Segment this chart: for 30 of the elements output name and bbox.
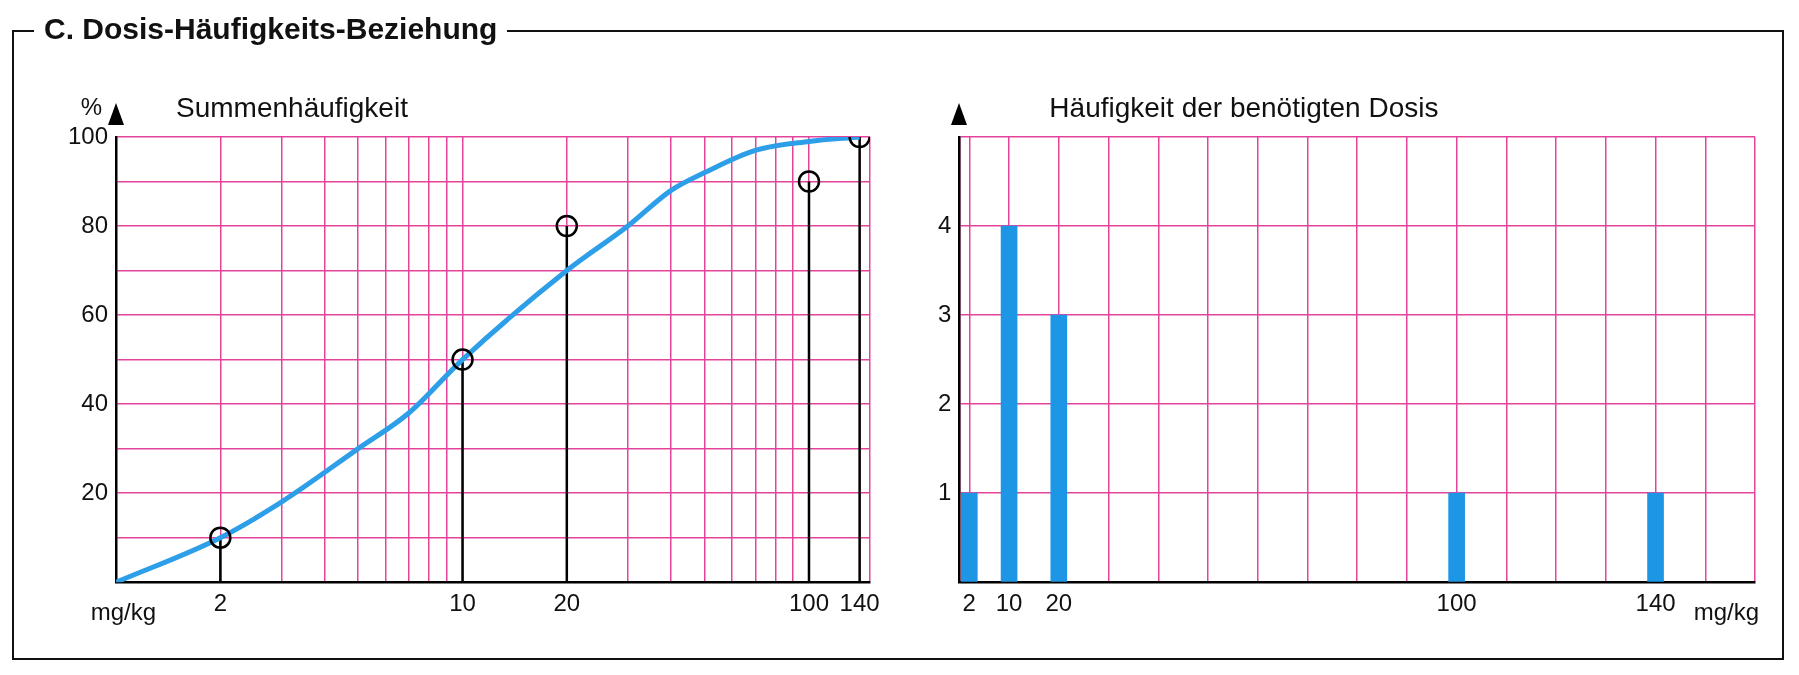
y-tick-label: 3 <box>937 299 952 327</box>
x-tick-label: 20 <box>553 589 581 617</box>
bar <box>1000 225 1018 582</box>
bar <box>1647 492 1664 582</box>
x-tick-label: 10 <box>995 589 1023 617</box>
bar <box>1448 492 1465 582</box>
chart-subtitle: Summenhäufigkeit <box>176 92 409 123</box>
x-tick-label: 100 <box>788 589 830 617</box>
y-tick-label: 4 <box>937 210 952 238</box>
x-tick-label: 140 <box>1635 589 1676 617</box>
x-tick-label: 2 <box>213 589 228 617</box>
x-tick-label: 100 <box>1436 589 1477 617</box>
bar <box>960 492 978 582</box>
y-tick-label: 2 <box>937 388 952 416</box>
y-tick-label: 60 <box>81 299 109 327</box>
x-tick-label: 10 <box>449 589 476 617</box>
y-tick-label: 20 <box>81 477 109 505</box>
y-tick-label: 1 <box>937 477 952 505</box>
bar <box>1050 314 1068 582</box>
x-axis-title: mg/kg <box>90 598 157 626</box>
y-tick-label: 40 <box>81 388 109 416</box>
chart-title: C. Dosis-Häufigkeits-Beziehung <box>34 12 508 46</box>
x-tick-label: 140 <box>839 589 880 617</box>
chart-title: Häufigkeit der benötigten Dosis <box>1049 92 1439 123</box>
y-tick-label: 80 <box>81 210 109 238</box>
x-axis-title: mg/kg <box>1693 598 1759 626</box>
y-tick-label: 100 <box>68 121 109 149</box>
x-tick-label: 2 <box>962 589 976 617</box>
y-axis-title: % <box>80 93 103 120</box>
x-tick-label: 20 <box>1045 589 1073 617</box>
